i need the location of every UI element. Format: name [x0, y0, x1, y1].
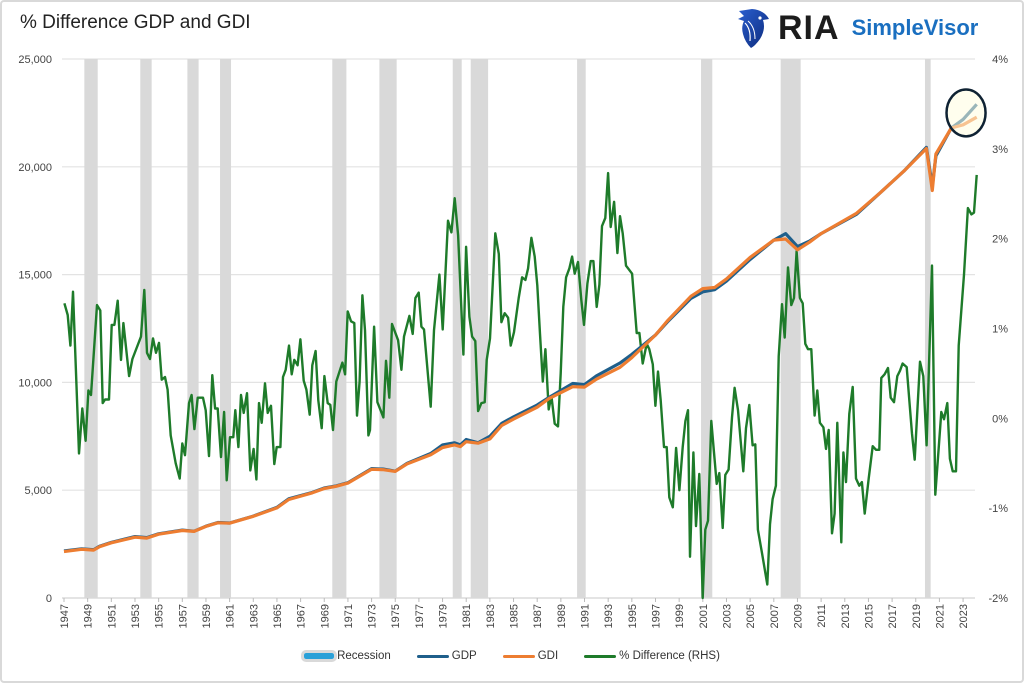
x-tick-label: 1959 [201, 604, 213, 628]
x-tick-label: 1979 [438, 604, 450, 628]
x-tick-label: 1985 [509, 604, 521, 628]
x-tick-label: 1981 [461, 604, 473, 628]
x-tick-label: 2003 [721, 604, 733, 628]
recession-band [701, 59, 713, 598]
legend-recession: Recession [301, 650, 391, 662]
x-tick-label: 2015 [863, 604, 875, 628]
recession-band [470, 59, 489, 598]
recession-band [780, 59, 801, 598]
brand-product: SimpleVisor [851, 15, 979, 40]
recession-band [577, 59, 586, 598]
y-right-tick-label: -2% [988, 593, 1008, 605]
y-left-tick-label: 0 [46, 593, 52, 605]
x-tick-label: 1957 [177, 604, 189, 628]
y-right-tick-label: 2% [992, 234, 1008, 246]
brand-name: RIA [778, 8, 840, 47]
legend-gdp: GDP [416, 650, 477, 662]
recession-band [452, 59, 462, 598]
x-tick-label: 1977 [414, 604, 426, 628]
gdi-line [63, 115, 978, 554]
chart-legend: Recession GDP GDI % Difference (RHS) [0, 650, 1024, 662]
x-tick-label: 2011 [816, 604, 828, 628]
x-tick-label: 1961 [225, 604, 237, 628]
x-tick-label: 1965 [272, 604, 284, 628]
legend-swatch-diff [584, 654, 617, 658]
x-tick-label: 1995 [627, 604, 639, 628]
x-tick-label: 1947 [59, 604, 71, 628]
y-right-tick-label: 1% [992, 324, 1008, 336]
legend-swatch-recession [301, 650, 338, 662]
x-tick-label: 1963 [248, 604, 260, 628]
x-tick-label: 2005 [745, 604, 757, 628]
legend-diff: % Difference (RHS) [584, 650, 720, 662]
x-tick-label: 1997 [651, 604, 663, 628]
legend-label: % Difference (RHS) [619, 650, 720, 662]
x-tick-label: 1949 [83, 604, 95, 628]
x-tick-label: 1987 [532, 604, 544, 628]
x-tick-label: 1971 [343, 604, 355, 628]
x-tick-label: 2019 [911, 604, 923, 628]
x-tick-label: 2017 [887, 604, 899, 628]
x-tick-label: 1993 [603, 604, 615, 628]
x-tick-label: 2001 [698, 604, 710, 628]
y-right-tick-label: 4% [992, 54, 1008, 66]
eagle-shield-icon [738, 9, 769, 48]
pct-difference-line [63, 171, 978, 600]
x-tick-label: 2009 [792, 604, 804, 628]
y-left-tick-label: 25,000 [18, 54, 52, 66]
x-tick-label: 1991 [580, 604, 592, 628]
recession-band [187, 59, 199, 598]
recession-band [332, 59, 347, 598]
legend-swatch-gdi [502, 654, 535, 658]
x-tick-label: 1983 [485, 604, 497, 628]
recession-band [220, 59, 232, 598]
recession-band [379, 59, 397, 598]
y-left-tick-label: 10,000 [18, 377, 52, 389]
x-tick-label: 1967 [296, 604, 308, 628]
x-tick-label: 2013 [840, 604, 852, 628]
brand-logo: RIA SimpleVisor [736, 6, 978, 50]
y-right-tick-label: 0% [992, 413, 1008, 425]
legend-label: GDP [451, 650, 477, 662]
y-left-tick-label: 20,000 [18, 162, 52, 174]
x-tick-label: 1999 [674, 604, 686, 628]
y-left-tick-label: 5,000 [24, 485, 52, 497]
legend-gdi: GDI [502, 650, 559, 662]
x-tick-label: 1989 [556, 604, 568, 628]
chart-title: % Difference GDP and GDI [20, 12, 251, 33]
x-tick-label: 1975 [390, 604, 402, 628]
x-tick-label: 1973 [367, 604, 379, 628]
x-tick-label: 1953 [130, 604, 142, 628]
legend-label: GDI [537, 650, 559, 662]
x-tick-label: 1955 [154, 604, 166, 628]
recession-band [924, 59, 931, 598]
x-tick-label: 1969 [319, 604, 331, 628]
x-tick-label: 1951 [106, 604, 118, 628]
x-tick-label: 2023 [958, 604, 970, 628]
x-tick-label: 2021 [934, 604, 946, 628]
recession-band [84, 59, 98, 598]
y-left-tick-label: 15,000 [18, 270, 52, 282]
y-right-tick-label: 3% [992, 144, 1008, 156]
legend-label: Recession [337, 650, 391, 662]
annotation-circle [945, 88, 987, 138]
legend-swatch-gdp [416, 654, 449, 658]
y-right-tick-label: -1% [988, 503, 1008, 515]
x-tick-label: 2007 [769, 604, 781, 628]
